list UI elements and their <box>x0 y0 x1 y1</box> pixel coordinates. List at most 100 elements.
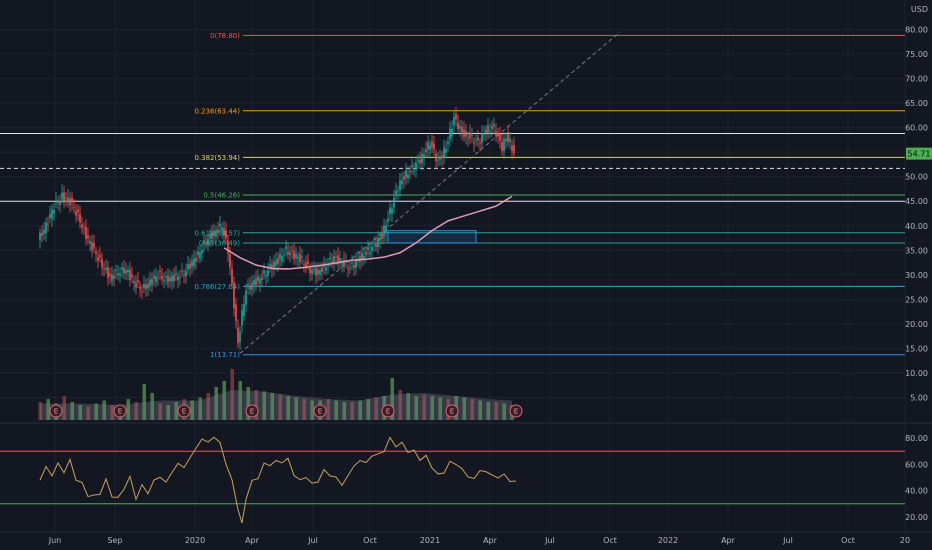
candle-body <box>167 276 169 283</box>
candle-body <box>417 160 419 162</box>
earnings-marker-label: E <box>182 408 186 416</box>
candle-body <box>273 261 275 269</box>
candle-body <box>257 276 259 281</box>
candle-body <box>427 142 429 150</box>
candle-body <box>117 273 119 275</box>
earnings-marker[interactable] <box>245 404 259 418</box>
fib-level-label: 0.382(53.94) <box>194 154 240 162</box>
volume-bar <box>174 402 178 420</box>
earnings-marker[interactable] <box>49 404 63 418</box>
fib-level-label: 1(13.71) <box>210 351 240 359</box>
candle-body <box>157 277 159 279</box>
earnings-marker-label: E <box>514 408 518 416</box>
volume-bar <box>302 399 306 420</box>
candle-body <box>175 273 177 275</box>
volume-bar <box>78 405 82 420</box>
time-axis-label: Oct <box>363 536 377 545</box>
candle-body <box>337 255 339 264</box>
candle-body <box>497 133 499 136</box>
time-axis-label: 2021 <box>420 536 440 545</box>
candle-body <box>431 141 433 148</box>
volume-bar <box>150 393 154 420</box>
candle-body <box>425 149 427 153</box>
candle-body <box>329 257 331 260</box>
candle-body <box>185 270 187 277</box>
fib-level-label: 0.786(27.64) <box>194 283 240 291</box>
earnings-marker-label: E <box>318 408 322 416</box>
volume-bar <box>222 381 226 420</box>
candle-body <box>409 171 411 172</box>
volume-bar <box>310 400 314 420</box>
candle-body <box>365 252 367 255</box>
candle-body <box>179 277 181 279</box>
candle-body <box>181 270 183 272</box>
candle-body <box>507 133 509 143</box>
candle-body <box>55 200 57 203</box>
volume-bar <box>294 397 298 420</box>
candle-body <box>163 279 165 282</box>
candle-body <box>381 234 383 239</box>
candle-body <box>407 174 409 179</box>
candle-body <box>379 237 381 241</box>
volume-bar <box>486 402 490 420</box>
candle-body <box>129 269 131 280</box>
volume-bar <box>342 402 346 420</box>
trend-line[interactable] <box>239 31 621 354</box>
candle-body <box>243 303 245 317</box>
candle-body <box>461 126 463 133</box>
candle-body <box>247 284 249 287</box>
candle-body <box>443 147 445 158</box>
volume-bar <box>134 402 138 420</box>
candle-body <box>429 145 431 150</box>
selection-rectangle[interactable] <box>387 230 477 244</box>
candle-body <box>259 278 261 284</box>
candle-body <box>203 240 205 245</box>
candle-body <box>77 209 79 213</box>
candle-body <box>351 262 353 264</box>
candle-body <box>399 180 401 191</box>
candle-body <box>239 331 241 343</box>
candle-body <box>505 138 507 142</box>
candle-body <box>403 176 405 181</box>
rsi-axis-label: 40.00 <box>905 487 928 496</box>
candle-body <box>449 128 451 140</box>
candle-body <box>139 286 141 289</box>
candle-body <box>347 268 349 270</box>
candle-body <box>421 153 423 164</box>
earnings-marker[interactable] <box>313 404 327 418</box>
candle-body <box>173 275 175 282</box>
price-axis-label: 50.00 <box>905 173 928 182</box>
candle-body <box>385 225 387 234</box>
price-axis-label: 65.00 <box>905 99 928 108</box>
candle-body <box>303 263 305 265</box>
candle-body <box>245 290 247 305</box>
candle-body <box>451 128 453 137</box>
earnings-marker-label: E <box>250 408 254 416</box>
earnings-marker[interactable] <box>445 404 459 418</box>
candle-body <box>155 276 157 283</box>
candle-body <box>283 254 285 256</box>
earnings-marker[interactable] <box>113 404 127 418</box>
candle-body <box>269 264 271 268</box>
earnings-marker[interactable] <box>177 404 191 418</box>
candle-body <box>161 276 163 280</box>
volume-bar <box>414 396 418 420</box>
earnings-marker[interactable] <box>509 404 523 418</box>
candle-body <box>145 284 147 290</box>
candle-body <box>79 213 81 223</box>
candle-body <box>93 242 95 248</box>
volume-bar <box>246 387 250 420</box>
volume-bar <box>366 399 370 420</box>
time-axis-label: Oct <box>841 536 855 545</box>
candle-body <box>111 274 113 282</box>
candle-body <box>95 252 97 254</box>
candle-body <box>83 226 85 228</box>
earnings-marker[interactable] <box>381 404 395 418</box>
price-axis-label: 20.00 <box>905 320 928 329</box>
candle-body <box>317 269 319 275</box>
fib-level-label: 0.65(36.49) <box>199 239 240 247</box>
candle-body <box>315 267 317 276</box>
candle-body <box>115 270 117 272</box>
